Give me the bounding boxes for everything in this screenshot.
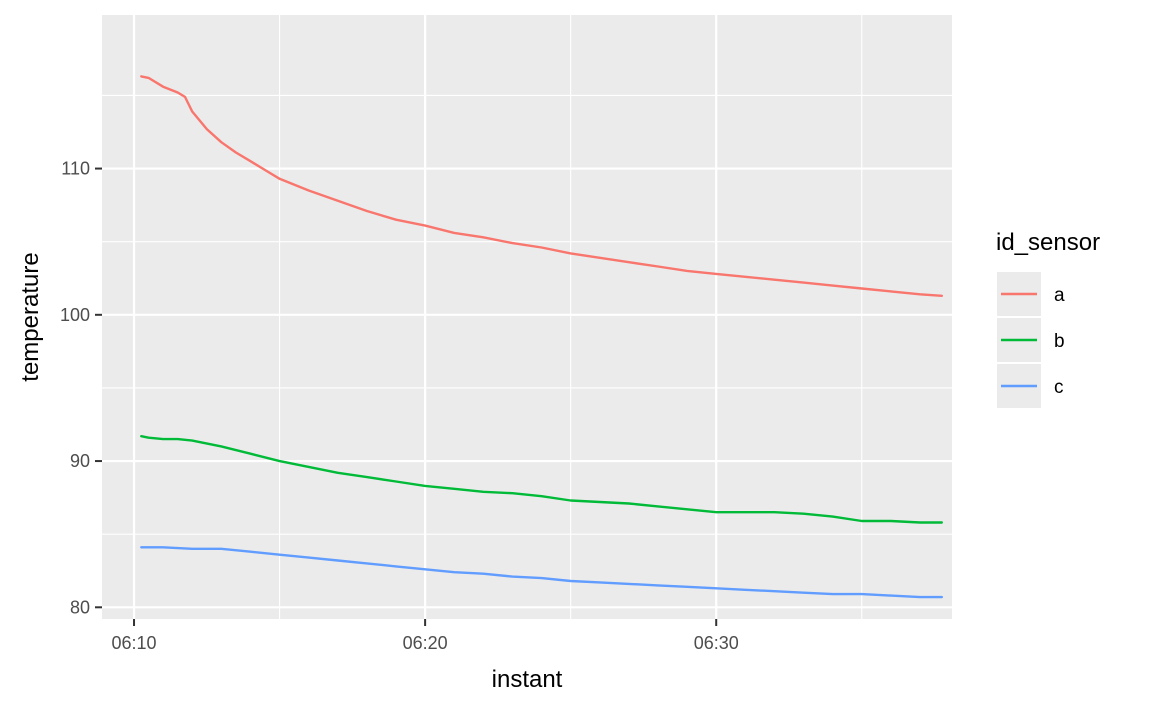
- x-tick-label: 06:10: [111, 633, 156, 653]
- legend: id_sensor a b c: [996, 229, 1100, 408]
- legend-label: c: [1054, 377, 1064, 398]
- x-tick-label: 06:30: [694, 633, 739, 653]
- axis-ticks: [95, 167, 718, 626]
- legend-item-c: c: [997, 364, 1064, 408]
- y-tick-label: 100: [60, 305, 90, 325]
- plot-panel: [102, 15, 952, 619]
- grid-major: [102, 15, 952, 619]
- y-axis-title: temperature: [17, 252, 44, 381]
- series-line-b: [140, 435, 943, 524]
- legend-items: a b c: [997, 272, 1065, 408]
- y-tick-label: 80: [70, 597, 90, 617]
- legend-item-a: a: [997, 272, 1065, 316]
- x-axis-title: instant: [492, 666, 563, 693]
- y-tick-label: 110: [61, 159, 90, 179]
- grid-minor: [102, 15, 952, 619]
- legend-title: id_sensor: [996, 229, 1100, 256]
- legend-item-b: b: [997, 318, 1065, 362]
- x-tick-label: 06:20: [403, 633, 448, 653]
- series-line-c: [140, 546, 943, 599]
- series-line-a: [140, 75, 943, 297]
- y-tick-label: 90: [70, 451, 90, 471]
- series-lines: [140, 75, 943, 599]
- legend-label: b: [1054, 331, 1065, 352]
- legend-label: a: [1054, 285, 1065, 306]
- tick-labels: 06:10 06:20 06:30 80 90 100 110: [60, 159, 739, 653]
